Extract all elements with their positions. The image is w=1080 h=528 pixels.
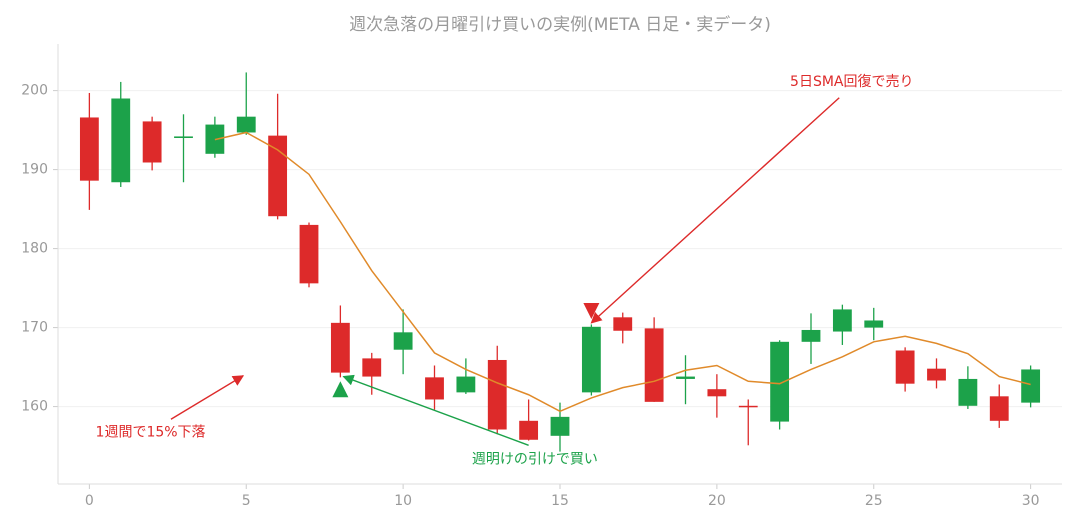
- candle-body: [268, 135, 288, 217]
- candle-body: [330, 322, 350, 373]
- y-tick-label: 190: [21, 162, 48, 178]
- annotation-text: 週明けの引けで買い: [472, 452, 598, 468]
- candle-body: [174, 136, 193, 139]
- candle-body: [1021, 369, 1041, 403]
- candle-body: [927, 368, 946, 381]
- candle-body: [770, 341, 790, 422]
- y-tick-label: 180: [21, 241, 48, 257]
- x-tick-label: 25: [865, 493, 883, 509]
- annotation-arrow: [590, 97, 840, 324]
- sma-line: [214, 131, 1031, 413]
- x-tick-label: 0: [85, 493, 94, 509]
- candle-body: [425, 377, 444, 400]
- x-tick-label: 30: [1022, 493, 1040, 509]
- signal-marker: [583, 303, 600, 320]
- candle-body: [676, 376, 695, 379]
- candle-body: [895, 350, 915, 384]
- x-tick-label: 10: [394, 493, 412, 509]
- candle-body: [581, 326, 601, 393]
- candle-body: [958, 378, 978, 406]
- signal-marker: [332, 381, 349, 398]
- candle-body: [707, 389, 727, 397]
- annotation-text: 1週間で15%下落: [96, 425, 206, 441]
- candle-body: [832, 309, 852, 332]
- annotation-arrow: [170, 375, 245, 420]
- candle-body: [738, 405, 758, 408]
- y-tick-label: 160: [21, 399, 48, 415]
- chart-title: 週次急落の月曜引け買いの実例(META 日足・実データ): [349, 14, 771, 35]
- candle-body: [644, 328, 664, 402]
- y-tick-label: 200: [21, 83, 48, 99]
- candle-body: [550, 416, 570, 436]
- candle-body: [801, 329, 821, 342]
- candle-body: [864, 320, 884, 328]
- candle-body: [519, 420, 539, 440]
- annotation-text: 5日SMA回復で売り: [790, 73, 913, 90]
- candle-body: [487, 359, 507, 430]
- candle-body: [111, 98, 131, 183]
- candle-body: [142, 121, 162, 163]
- candle-body: [362, 358, 382, 377]
- x-tick-label: 20: [708, 493, 726, 509]
- candle-body: [989, 396, 1009, 421]
- candle-body: [393, 332, 413, 350]
- x-tick-label: 5: [242, 493, 251, 509]
- annotation-arrow: [342, 374, 529, 446]
- candle-body: [79, 117, 99, 181]
- candle-body: [299, 224, 319, 284]
- x-tick-label: 15: [551, 493, 569, 509]
- candle-body: [613, 317, 633, 331]
- y-tick-label: 170: [21, 320, 48, 336]
- candle-body: [236, 116, 256, 133]
- candle-body: [456, 376, 476, 393]
